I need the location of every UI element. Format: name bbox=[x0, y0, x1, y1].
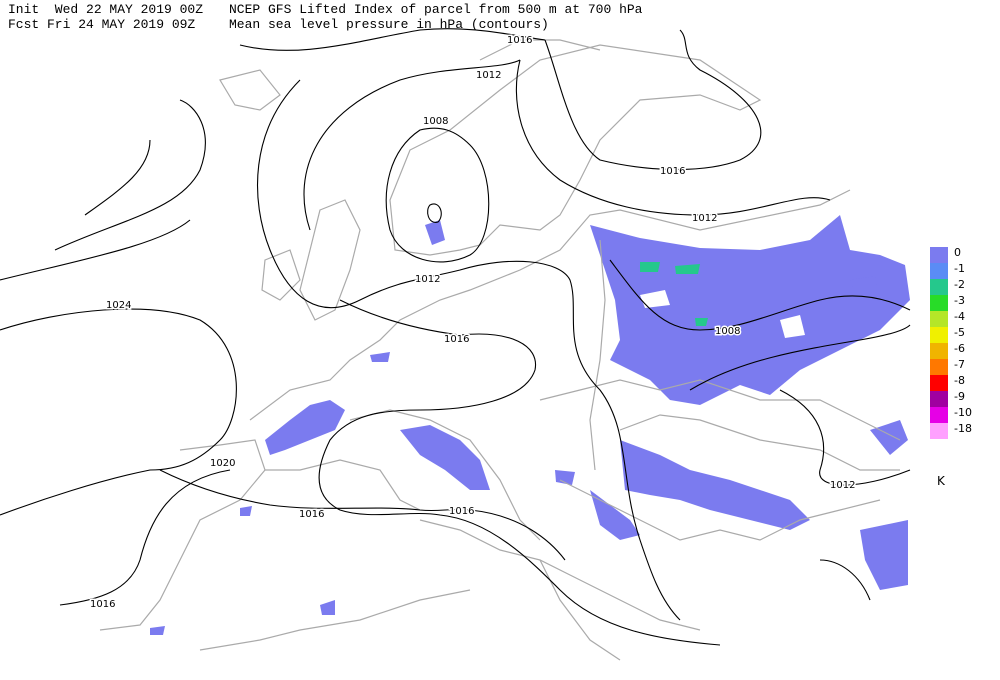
legend-swatch bbox=[930, 375, 948, 391]
legend-label: -9 bbox=[954, 390, 965, 403]
legend-label: -6 bbox=[954, 342, 965, 355]
shading-holes bbox=[640, 290, 805, 338]
legend-swatch bbox=[930, 423, 948, 439]
legend-unit: K bbox=[937, 474, 946, 488]
legend-label: -3 bbox=[954, 294, 965, 307]
contour-label: 1024 bbox=[106, 300, 131, 311]
contour-label: 1016 bbox=[507, 35, 532, 46]
legend-label: 0 bbox=[954, 246, 961, 259]
contour-label: 1012 bbox=[476, 70, 501, 81]
legend-swatch bbox=[930, 263, 948, 279]
legend-swatch bbox=[930, 407, 948, 423]
legend-label: -7 bbox=[954, 358, 965, 371]
legend-swatch bbox=[930, 343, 948, 359]
legend-swatch bbox=[930, 279, 948, 295]
contour-label: 1016 bbox=[444, 334, 469, 345]
coastlines bbox=[99, 39, 901, 661]
legend-swatch bbox=[930, 327, 948, 343]
contour-label: 1012 bbox=[415, 274, 440, 285]
shading bbox=[150, 215, 910, 635]
contour-labels: 1016 1012 1008 1016 1012 1012 1024 1016 … bbox=[89, 34, 857, 612]
legend-swatch bbox=[930, 359, 948, 375]
legend-label: -18 bbox=[954, 422, 972, 435]
fcst-text: Fcst Fri 24 MAY 2019 09Z bbox=[8, 17, 196, 32]
legend-label: -2 bbox=[954, 278, 965, 291]
legend-swatch bbox=[930, 391, 948, 407]
contour-label: 1016 bbox=[660, 166, 685, 177]
init-text: Init Wed 22 MAY 2019 00Z bbox=[8, 2, 204, 17]
legend-label: -1 bbox=[954, 262, 965, 275]
contour-label: 1012 bbox=[830, 480, 855, 491]
contour-label: 1016 bbox=[299, 509, 324, 520]
title: NCEP GFS Lifted Index of parcel from 500… bbox=[229, 2, 643, 17]
contour-label: 1012 bbox=[692, 213, 717, 224]
legend-label: -10 bbox=[954, 406, 972, 419]
subtitle: Mean sea level pressure in hPa (contours… bbox=[229, 17, 549, 32]
legend-swatch bbox=[930, 311, 948, 327]
legend-label: -4 bbox=[954, 310, 965, 323]
legend-label: -5 bbox=[954, 326, 965, 339]
isobars bbox=[0, 28, 911, 646]
contour-label: 1008 bbox=[715, 326, 740, 337]
contour-label: 1016 bbox=[90, 599, 115, 610]
legend-swatch bbox=[930, 295, 948, 311]
shading-strong bbox=[640, 262, 708, 326]
contour-label: 1016 bbox=[449, 506, 474, 517]
contour-label: 1020 bbox=[210, 458, 235, 469]
contour-label: 1008 bbox=[423, 116, 448, 127]
legend-swatch bbox=[930, 247, 948, 263]
legend: 0 -1 -2 -3 -4 -5 -6 -7 -8 -9 -10 -18 bbox=[930, 246, 972, 439]
legend-label: -8 bbox=[954, 374, 965, 387]
